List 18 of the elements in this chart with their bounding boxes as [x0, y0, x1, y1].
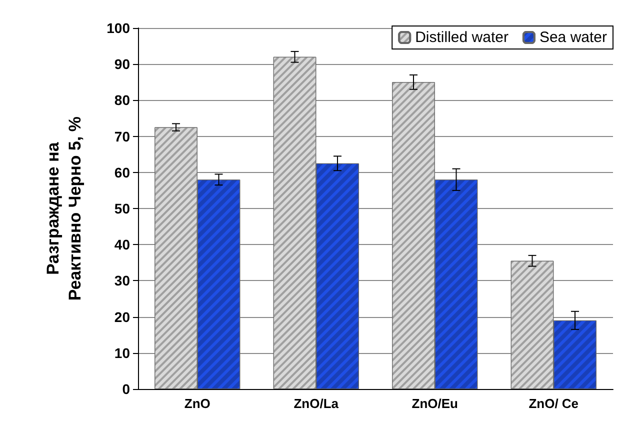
y-tick-label: 40 — [114, 236, 130, 253]
x-tick-label: ZnO — [184, 396, 210, 411]
y-tick-label: 10 — [114, 344, 130, 361]
y-tick-label: 90 — [114, 56, 130, 72]
y-axis-title: Разграждане на Реактивно Черно 5, % — [44, 116, 84, 301]
y-tick-label: 30 — [114, 272, 130, 289]
x-tick-label: ZnO/Eu — [412, 396, 458, 411]
y-tick-label: 70 — [114, 128, 130, 144]
y-tick-label: 80 — [114, 92, 130, 108]
legend-label: Distilled water — [415, 29, 508, 46]
x-tick-label: ZnO/La — [294, 396, 340, 411]
y-tick-label: 100 — [106, 20, 130, 36]
y-tick-label: 20 — [114, 308, 130, 325]
y-tick-label: 60 — [114, 164, 130, 180]
x-tick-label: ZnO/ Ce — [528, 396, 579, 411]
y-tick-label: 0 — [122, 381, 130, 397]
legend-label: Sea water — [539, 29, 608, 46]
y-tick-label: 50 — [114, 200, 130, 216]
